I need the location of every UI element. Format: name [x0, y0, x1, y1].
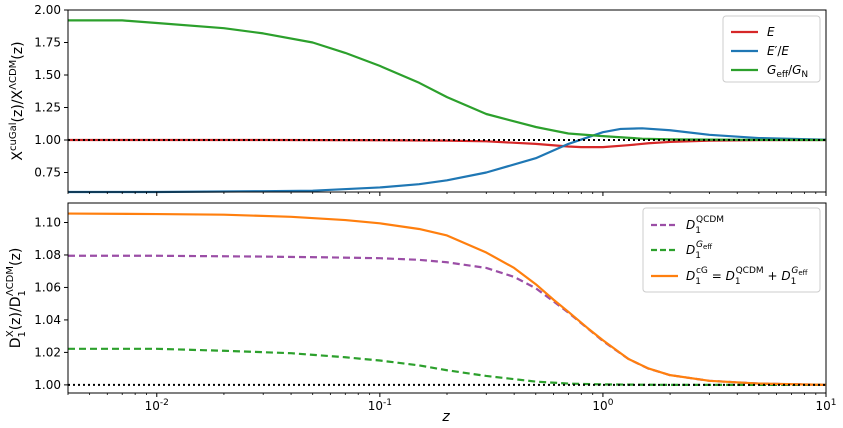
bottom-x-ticks: 10-2 10-1 100 101 — [67, 393, 837, 413]
bottom-y-ticks: 1.00 1.02 1.04 1.06 1.08 1.10 — [34, 215, 68, 392]
bottom-legend-box — [642, 207, 821, 293]
bottom-y-axis-label: D1X(z)/D1ΛCDM(z) — [5, 248, 28, 349]
top-series-line-1 — [68, 127, 827, 194]
bottom-series-line-2 — [67, 212, 827, 386]
legend-label-cG: D1cG = D1QCDM + D1Geff — [686, 266, 808, 287]
top-y-tick-label: 1.00 — [34, 133, 61, 147]
x-tick-label: 101 — [815, 398, 836, 413]
top-y-tick-label: 0.75 — [34, 166, 61, 180]
legend-label-Geff: Geff/GN — [767, 63, 808, 80]
bottom-series-group — [67, 212, 827, 386]
x-tick-label: 10-1 — [368, 398, 392, 413]
legend-label-QCDM: D1QCDM — [686, 215, 724, 236]
top-series-group — [68, 19, 827, 194]
top-series-line-0 — [68, 138, 827, 149]
bottom-y-tick-label: 1.06 — [34, 280, 61, 294]
bottom-panel: 1.001.021.041.061.081.10 10-2 10-1 100 101 … — [5, 202, 837, 425]
top-y-axis-label: XcuGal(z)/XΛCDM(z) — [8, 41, 26, 160]
top-legend: E E′/E Geff/GN — [722, 15, 821, 83]
top-y-tick-label: 1.75 — [34, 36, 61, 50]
bottom-y-tick-label: 1.02 — [34, 345, 61, 359]
top-axes-frame — [67, 9, 827, 193]
bottom-y-tick-label: 1.10 — [34, 215, 61, 229]
legend-label-Geff-growth: D1Geff — [686, 240, 712, 261]
top-y-tick-label: 2.00 — [34, 3, 61, 17]
bottom-y-tick-label: 1.04 — [34, 313, 61, 327]
top-series-line-2 — [68, 19, 827, 142]
top-y-tick-label: 1.25 — [34, 101, 61, 115]
x-axis-label: z — [441, 409, 450, 425]
top-panel: 0.75 1.00 1.25 1.50 1.75 2.00 XcuGal(z)/XΛCDM… — [8, 3, 827, 196]
top-y-tick-label: 1.50 — [34, 68, 61, 82]
top-x-ticks — [67, 192, 827, 196]
legend-label-E: E — [767, 25, 775, 39]
top-y-ticks: 0.75 1.00 1.25 1.50 1.75 2.00 — [34, 3, 68, 180]
bottom-legend: D1QCDM D1Geff D1cG = D1QCDM + D1Geff — [642, 207, 821, 293]
legend-label-E-prime: E′/E — [767, 44, 789, 58]
bottom-y-tick-label: 1.08 — [34, 248, 61, 262]
bottom-y-tick-label: 1.00 — [34, 378, 61, 392]
bottom-series-line-1 — [68, 347, 826, 386]
x-tick-label: 10-2 — [145, 398, 169, 413]
x-tick-label: 100 — [592, 398, 613, 413]
